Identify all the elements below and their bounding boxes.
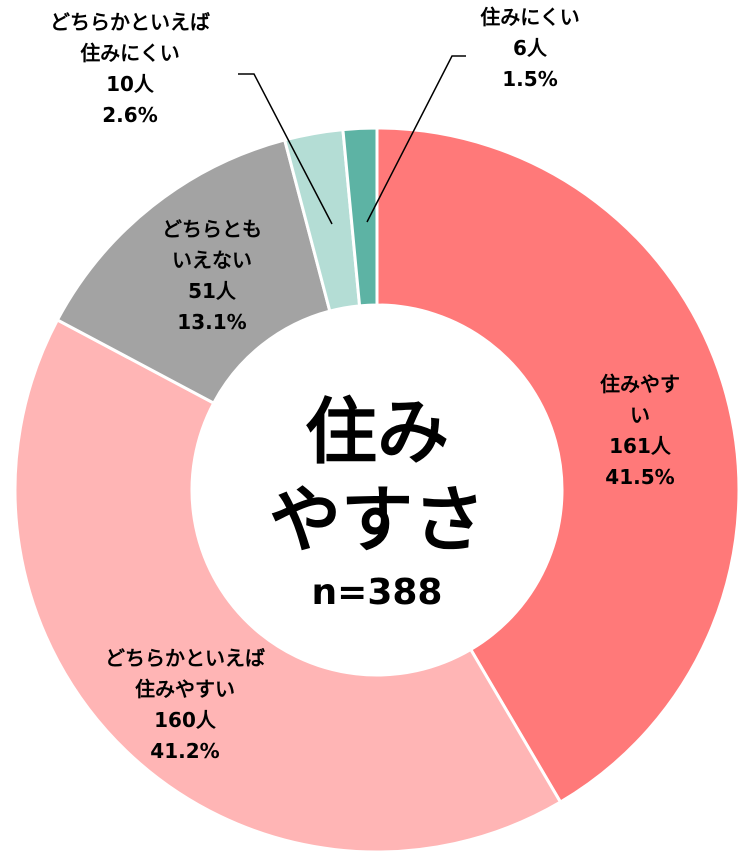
percent-label: 41.2%	[150, 739, 220, 763]
count-label: 161人	[609, 434, 671, 458]
slice-label: どちらかといえば 住みにくい 10人 2.6%	[50, 7, 210, 131]
leader-line	[366, 55, 466, 223]
slice-label: どちらとも いえない 51人 13.1%	[162, 214, 262, 338]
slice	[341, 126, 379, 308]
slice-label: 住みやすい 161人 41.5%	[591, 369, 690, 493]
category-label: 住みにくい	[480, 5, 580, 29]
count-label: 160人	[154, 708, 216, 732]
category-label: 住みやすい	[600, 372, 680, 427]
category-label: どちらかといえば 住みやすい	[105, 646, 265, 701]
percent-label: 13.1%	[177, 310, 247, 334]
leader-line	[238, 73, 333, 225]
percent-label: 41.5%	[605, 465, 675, 489]
center-title: 住み やすさ	[268, 390, 486, 562]
category-label: どちらとも いえない	[162, 217, 262, 272]
percent-label: 2.6%	[102, 103, 158, 127]
slice-label: 住みにくい 6人 1.5%	[480, 2, 580, 95]
n-label: n=388	[311, 572, 443, 613]
count-label: 10人	[106, 72, 154, 96]
count-label: 51人	[188, 279, 236, 303]
count-label: 6人	[513, 36, 547, 60]
slice	[13, 317, 563, 854]
slice	[55, 138, 332, 406]
percent-label: 1.5%	[502, 67, 558, 91]
slice	[375, 126, 739, 805]
category-label: どちらかといえば 住みにくい	[50, 10, 210, 65]
slice-label: どちらかといえば 住みやすい 160人 41.2%	[105, 643, 265, 767]
